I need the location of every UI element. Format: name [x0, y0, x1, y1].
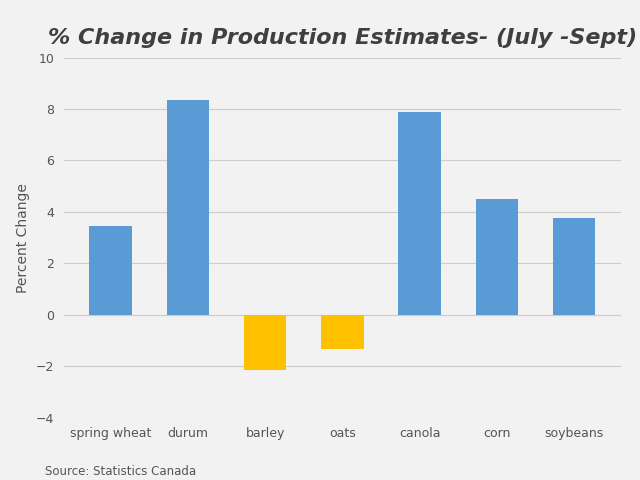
- Bar: [321, 315, 364, 349]
- Bar: [399, 112, 441, 315]
- Bar: [244, 315, 286, 370]
- Bar: [476, 199, 518, 315]
- Bar: [90, 226, 132, 315]
- Bar: [553, 218, 595, 315]
- Bar: [166, 100, 209, 315]
- Y-axis label: Percent Change: Percent Change: [17, 183, 30, 292]
- Title: % Change in Production Estimates- (July -Sept): % Change in Production Estimates- (July …: [48, 28, 637, 48]
- Text: Source: Statistics Canada: Source: Statistics Canada: [45, 465, 196, 478]
